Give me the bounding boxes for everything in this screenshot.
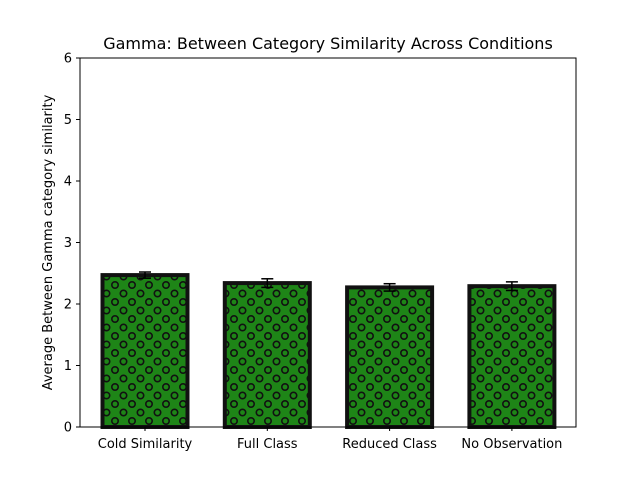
- x-tick-label: Reduced Class: [342, 437, 437, 452]
- chart-title: Gamma: Between Category Similarity Acros…: [103, 34, 553, 53]
- x-tick-label: Cold Similarity: [98, 437, 193, 452]
- bar: [467, 284, 557, 430]
- y-tick-label: 5: [64, 113, 72, 128]
- y-axis: 0 1 2 3 4 5 6: [64, 52, 80, 436]
- bar: [100, 273, 190, 429]
- y-axis-label: Average Between Gamma category similarit…: [41, 94, 56, 390]
- y-tick-label: 2: [64, 298, 72, 313]
- y-tick-label: 1: [64, 359, 72, 374]
- y-tick-label: 0: [64, 421, 72, 436]
- y-tick-label: 3: [64, 236, 72, 251]
- x-tick-label: Full Class: [237, 437, 298, 452]
- bar: [345, 285, 435, 429]
- x-axis: Cold Similarity Full Class Reduced Class No…: [98, 427, 562, 452]
- bars-group: [100, 273, 557, 430]
- y-tick-label: 6: [64, 52, 72, 67]
- y-tick-label: 4: [64, 175, 72, 190]
- error-bars-group: [139, 271, 518, 292]
- bar: [222, 281, 312, 429]
- x-tick-label: No Observation: [461, 437, 562, 452]
